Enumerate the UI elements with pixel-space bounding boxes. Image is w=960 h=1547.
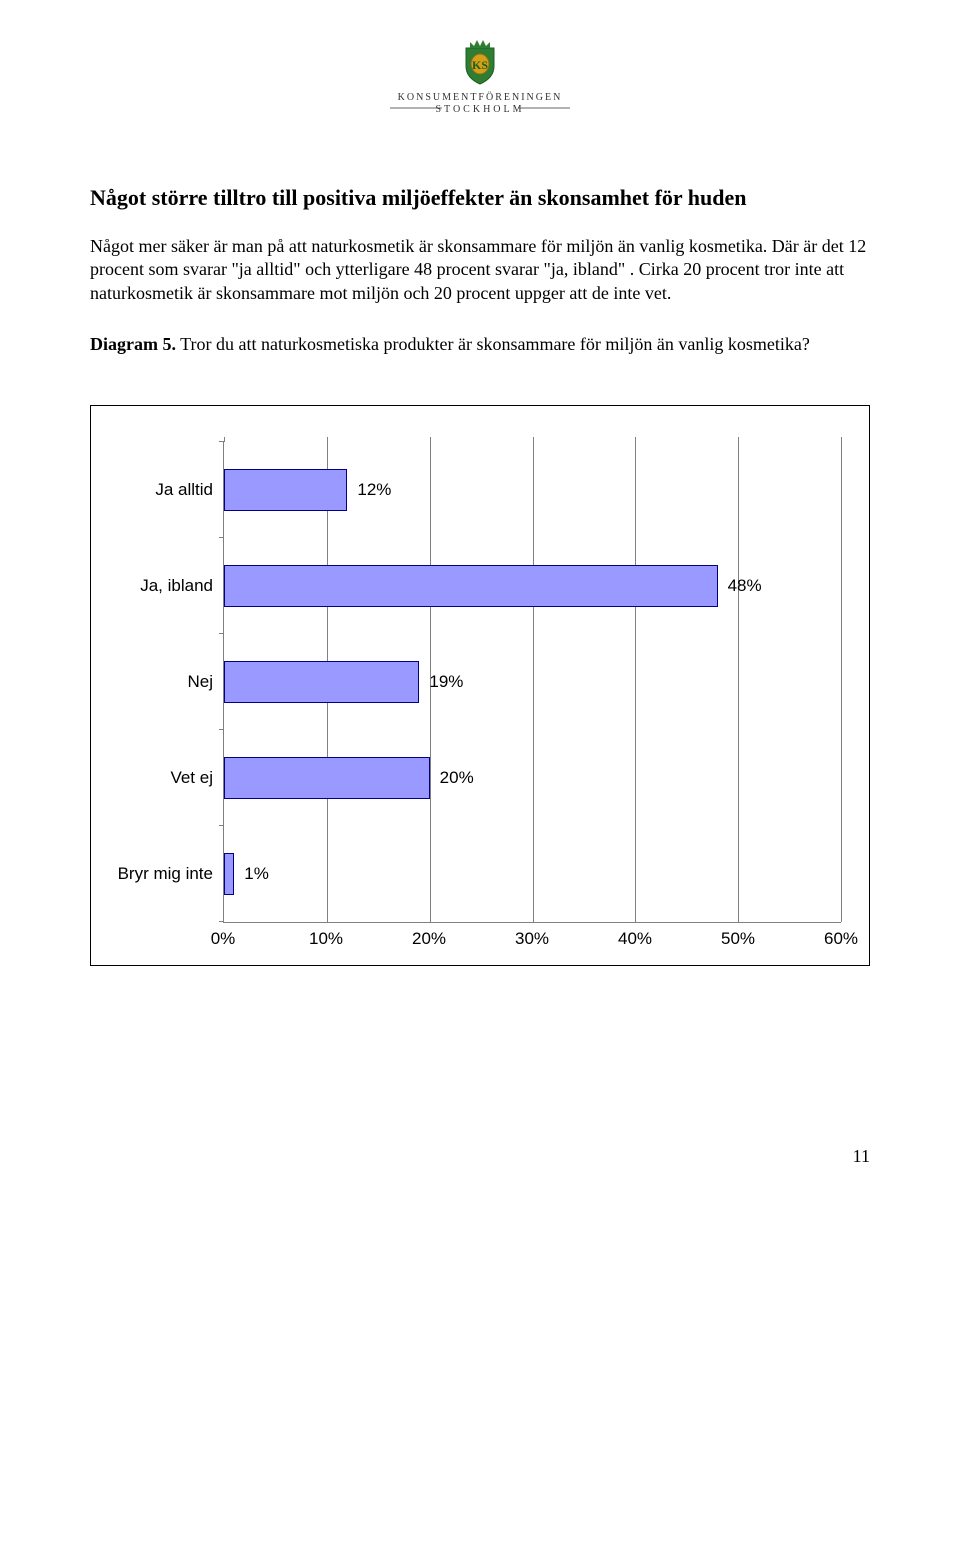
y-axis-category: Vet ej (103, 730, 223, 826)
diagram-question: Tror du att naturkosmetiska produkter är… (176, 334, 810, 354)
chart-bar (224, 661, 419, 703)
chart-bar (224, 565, 718, 607)
logo-line1: KONSUMENTFÖRENINGEN (398, 91, 563, 103)
bar-value-label: 19% (429, 661, 463, 703)
x-axis-tick-label: 10% (309, 929, 343, 949)
y-axis-category: Nej (103, 634, 223, 730)
page-number: 11 (90, 1146, 870, 1167)
chart-bar (224, 757, 430, 799)
chart-bar (224, 853, 234, 895)
x-axis-labels: 0%10%20%30%40%50%60% (223, 929, 841, 951)
x-axis-tick-label: 30% (515, 929, 549, 949)
diagram-caption: Diagram 5. Tror du att naturkosmetiska p… (90, 333, 870, 356)
x-axis-tick-label: 20% (412, 929, 446, 949)
y-axis-labels: Ja alltidJa, iblandNejVet ejBryr mig int… (103, 442, 223, 923)
bar-value-label: 1% (244, 853, 269, 895)
svg-text:KS: KS (472, 58, 488, 72)
section-heading: Något större tilltro till positiva miljö… (90, 185, 870, 211)
y-axis-category: Bryr mig inte (103, 826, 223, 922)
y-axis-category: Ja, ibland (103, 538, 223, 634)
bar-value-label: 12% (357, 469, 391, 511)
x-axis-tick-label: 50% (721, 929, 755, 949)
y-axis-category: Ja alltid (103, 442, 223, 538)
bar-value-label: 20% (440, 757, 474, 799)
chart-container: Ja alltidJa, iblandNejVet ejBryr mig int… (90, 405, 870, 966)
body-paragraph: Något mer säker är man på att naturkosme… (90, 235, 870, 305)
chart-plot-area: 12% 48% 19% 20% 1% (223, 442, 841, 923)
org-logo: KS KONSUMENTFÖRENINGEN STOCKHOLM (90, 40, 870, 125)
x-axis-tick-label: 0% (211, 929, 236, 949)
chart-bars: 12% 48% 19% 20% 1% (224, 442, 841, 922)
x-axis-tick-label: 60% (824, 929, 858, 949)
logo-line2: STOCKHOLM (435, 104, 524, 115)
logo-svg: KS KONSUMENTFÖRENINGEN STOCKHOLM (380, 40, 580, 120)
chart-bar (224, 469, 347, 511)
x-axis-tick-label: 40% (618, 929, 652, 949)
bar-value-label: 48% (728, 565, 762, 607)
diagram-number: Diagram 5. (90, 334, 176, 354)
